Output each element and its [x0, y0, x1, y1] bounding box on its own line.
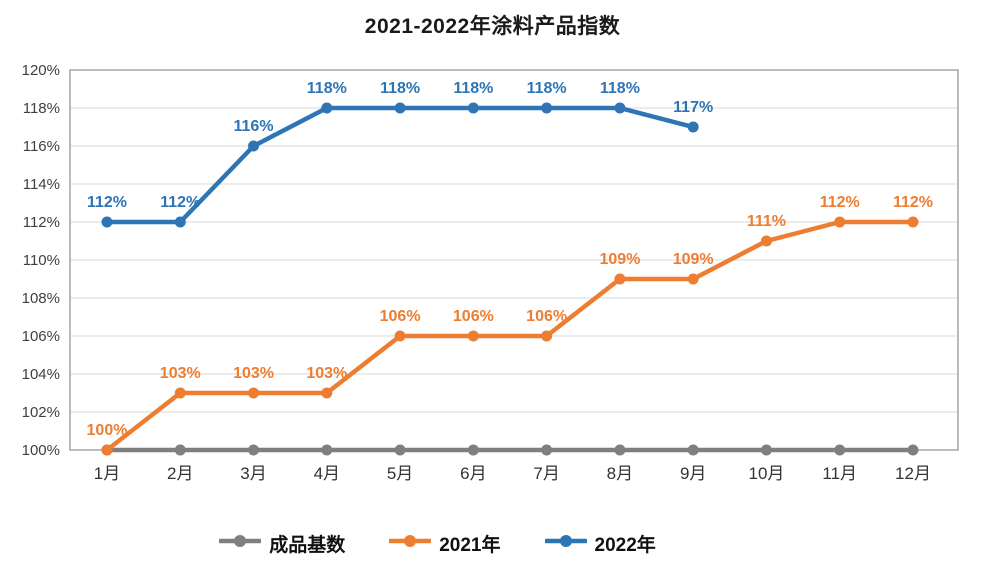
data-point-y2022[interactable] [467, 102, 479, 114]
data-point-base[interactable] [174, 444, 186, 456]
y-axis-tick-label: 108% [22, 290, 60, 307]
y-axis-tick-label: 106% [22, 328, 60, 345]
data-point-y2022[interactable] [248, 140, 260, 152]
y-axis-tick-label: 102% [22, 404, 60, 421]
data-point-y2022[interactable] [614, 102, 626, 114]
data-point-y2022[interactable] [321, 102, 333, 114]
data-point-y2022[interactable] [687, 121, 699, 133]
data-point-base[interactable] [760, 444, 772, 456]
chart-title: 2021-2022年涂料产品指数 [364, 15, 621, 38]
data-label-y2022: 118% [527, 80, 567, 97]
data-point-base[interactable] [394, 444, 406, 456]
data-point-base[interactable] [614, 444, 626, 456]
data-point-y2021[interactable] [907, 216, 919, 228]
y-axis-tick-label: 104% [22, 366, 60, 383]
data-label-y2021: 109% [599, 251, 640, 268]
y-axis-tick-label: 114% [23, 176, 60, 193]
data-label-y2021: 106% [380, 308, 421, 325]
data-label-y2021: 109% [673, 251, 714, 268]
x-axis-tick-label: 10月 [748, 464, 784, 483]
legend-line-marker-icon [217, 533, 263, 554]
data-point-y2022[interactable] [101, 216, 113, 228]
data-point-y2021[interactable] [321, 387, 333, 399]
legend-item-base[interactable]: 成品基数 [217, 530, 346, 557]
y-axis-tick-label: 116% [23, 138, 60, 155]
x-axis-tick-label: 4月 [314, 464, 340, 483]
legend-item-y2021[interactable]: 2021年 [387, 530, 501, 557]
series-line-y2021 [104, 219, 916, 453]
data-label-y2021: 103% [160, 365, 201, 382]
data-label-y2022: 118% [380, 80, 420, 97]
x-axis-tick-label: 5月 [387, 464, 413, 483]
data-label-y2022: 112% [87, 194, 127, 211]
data-label-y2022: 118% [453, 80, 493, 97]
data-point-base[interactable] [541, 444, 553, 456]
x-axis-tick-label: 3月 [240, 464, 266, 483]
x-axis-tick-label: 11月 [822, 464, 857, 483]
data-point-base[interactable] [467, 444, 479, 456]
data-point-y2022[interactable] [174, 216, 186, 228]
data-point-y2021[interactable] [541, 330, 553, 342]
data-label-y2022: 116% [234, 118, 274, 135]
data-label-y2021: 111% [747, 213, 786, 230]
data-point-y2022[interactable] [394, 102, 406, 114]
data-label-y2021: 100% [87, 422, 128, 439]
x-axis-tick-label: 12月 [895, 464, 931, 483]
data-label-y2021: 106% [526, 308, 567, 325]
chart-legend: 成品基数 2021年 2022年 [0, 530, 985, 557]
data-label-y2021: 103% [233, 365, 274, 382]
y-axis-tick-label: 120% [22, 62, 60, 79]
y-axis-tick-label: 118% [23, 100, 60, 117]
data-point-y2021[interactable] [467, 330, 479, 342]
legend-label-y2022: 2022年 [594, 535, 656, 556]
data-point-y2021[interactable] [760, 235, 772, 247]
data-point-y2021[interactable] [174, 387, 186, 399]
data-label-y2022: 112% [160, 194, 200, 211]
legend-label-y2021: 2021年 [439, 535, 501, 556]
data-label-y2021: 106% [453, 308, 494, 325]
data-point-y2021[interactable] [687, 273, 699, 285]
data-point-base[interactable] [321, 444, 333, 456]
data-point-y2021[interactable] [394, 330, 406, 342]
legend-line-marker-icon [387, 533, 433, 554]
legend-line-marker-icon [543, 533, 588, 554]
x-axis-tick-label: 9月 [680, 464, 706, 483]
legend-item-y2022[interactable]: 2022年 [543, 530, 656, 557]
data-point-y2021[interactable] [248, 387, 260, 399]
data-point-y2021[interactable] [834, 216, 846, 228]
data-point-y2021[interactable] [614, 273, 626, 285]
y-axis-tick-label: 100% [22, 442, 60, 459]
data-label-y2021: 112% [893, 194, 933, 211]
x-axis-tick-label: 1月 [94, 464, 120, 483]
line-chart-plot: 100% 102% 104% 106% 108% 110% 112% 114% 116% 118%… [22, 62, 959, 483]
y-axis-tick-label: 112% [23, 214, 60, 231]
data-label-y2022: 118% [307, 80, 347, 97]
data-point-y2022[interactable] [541, 102, 553, 114]
data-label-y2022: 118% [600, 80, 640, 97]
y-axis-tick-label: 110% [23, 252, 60, 269]
data-point-y2021[interactable] [101, 444, 113, 456]
legend-label-base: 成品基数 [269, 535, 346, 556]
data-point-base[interactable] [687, 444, 699, 456]
x-axis-tick-label: 6月 [460, 464, 486, 483]
data-point-base[interactable] [907, 444, 919, 456]
x-axis-tick-label: 8月 [607, 464, 633, 483]
data-point-base[interactable] [248, 444, 260, 456]
data-point-base[interactable] [834, 444, 846, 456]
data-label-y2022: 117% [673, 99, 713, 116]
data-label-y2021: 103% [306, 365, 347, 382]
data-label-y2021: 112% [820, 194, 860, 211]
x-axis-tick-label: 7月 [533, 464, 559, 483]
x-axis-tick-label: 2月 [167, 464, 193, 483]
